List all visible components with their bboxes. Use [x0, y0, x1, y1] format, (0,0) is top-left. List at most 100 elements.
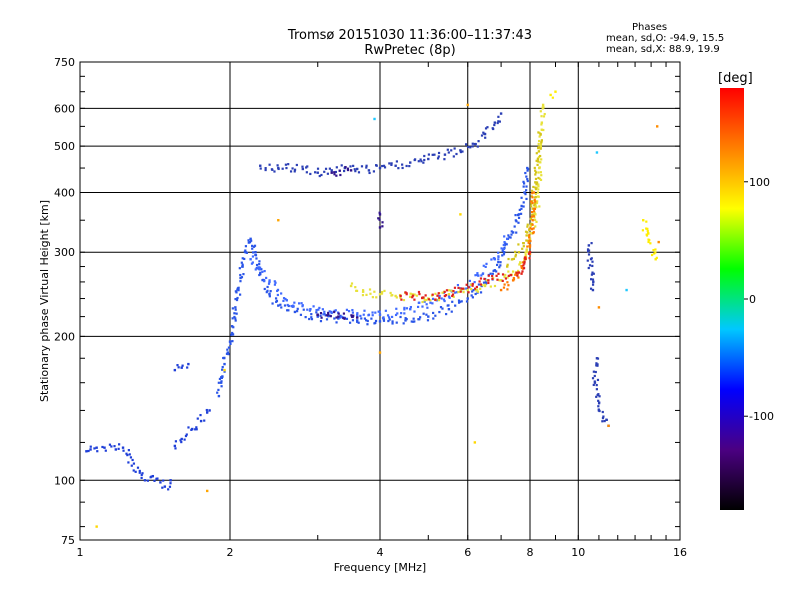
data-point [536, 200, 539, 203]
data-point [459, 290, 462, 293]
data-point [483, 284, 487, 288]
data-point [293, 170, 296, 173]
data-point [537, 131, 540, 134]
data-point [121, 446, 125, 449]
data-point [421, 300, 424, 304]
data-point [314, 171, 317, 174]
data-point [530, 217, 533, 221]
data-point [424, 294, 427, 297]
x-axis-label: Frequency [MHz] [334, 561, 426, 574]
data-point [400, 312, 403, 315]
data-point [531, 192, 534, 195]
data-point [354, 286, 357, 289]
data-point [356, 312, 359, 315]
data-point [507, 270, 510, 273]
data-point [293, 168, 297, 171]
data-point [526, 239, 529, 242]
data-point [261, 270, 264, 273]
data-point [499, 264, 502, 267]
data-point [237, 288, 240, 292]
data-point [341, 315, 344, 318]
data-point [522, 267, 526, 270]
data-point [517, 276, 520, 279]
data-point [374, 319, 378, 323]
data-point [451, 300, 454, 303]
data-point [474, 292, 477, 296]
data-point [206, 411, 209, 414]
data-point [536, 195, 540, 198]
data-point [511, 270, 515, 273]
data-point [346, 168, 350, 172]
data-point [274, 297, 278, 300]
data-point [377, 217, 380, 220]
data-point [524, 230, 528, 233]
data-point [271, 302, 274, 305]
data-point [499, 261, 502, 264]
data-point [169, 482, 172, 485]
data-point [327, 311, 330, 315]
data-point [493, 284, 497, 288]
data-point [95, 525, 98, 528]
data-point [537, 185, 540, 188]
data-point [529, 224, 532, 228]
data-point [191, 427, 194, 431]
data-point [479, 283, 482, 286]
data-point [205, 489, 209, 493]
data-point [540, 123, 543, 126]
data-point [229, 340, 232, 343]
data-point [330, 311, 333, 315]
data-point [460, 287, 463, 290]
data-point [591, 260, 594, 263]
data-point [251, 251, 255, 254]
data-point [540, 158, 543, 161]
data-point [227, 353, 230, 356]
data-point [482, 281, 486, 284]
colorbar-tick-label: 100 [749, 176, 770, 189]
data-point [104, 449, 107, 452]
data-point [223, 362, 226, 366]
data-point [316, 315, 319, 318]
data-point [535, 183, 538, 186]
data-point [417, 290, 421, 294]
data-point [101, 445, 104, 449]
data-point [374, 311, 377, 314]
data-point [327, 313, 330, 316]
data-point [335, 166, 338, 169]
data-point [328, 310, 331, 313]
data-point [497, 251, 500, 254]
data-point [508, 236, 511, 239]
data-point [509, 273, 513, 277]
data-point [484, 136, 487, 139]
data-point [485, 282, 488, 285]
data-point [114, 448, 118, 451]
data-point [625, 288, 628, 292]
data-point [427, 157, 430, 161]
data-point [268, 279, 271, 282]
data-point [645, 227, 648, 230]
data-point [533, 211, 536, 214]
data-point [187, 426, 190, 429]
data-point [466, 103, 469, 107]
data-point [417, 160, 420, 163]
data-point [333, 173, 336, 176]
data-point [153, 479, 156, 482]
data-point [258, 266, 261, 269]
data-point [360, 165, 364, 168]
data-point [258, 273, 261, 277]
data-point [516, 213, 520, 217]
data-point [240, 276, 244, 279]
data-point [287, 163, 290, 166]
data-point [549, 93, 552, 97]
data-point [526, 250, 529, 254]
data-point [95, 446, 98, 449]
data-point [595, 151, 599, 154]
data-point [525, 239, 528, 242]
data-point [534, 177, 538, 181]
data-point [531, 223, 534, 226]
data-point [534, 213, 537, 216]
data-point [405, 164, 408, 168]
data-point [258, 263, 261, 266]
data-point [118, 443, 121, 446]
data-point [290, 304, 293, 308]
data-point [498, 266, 501, 269]
